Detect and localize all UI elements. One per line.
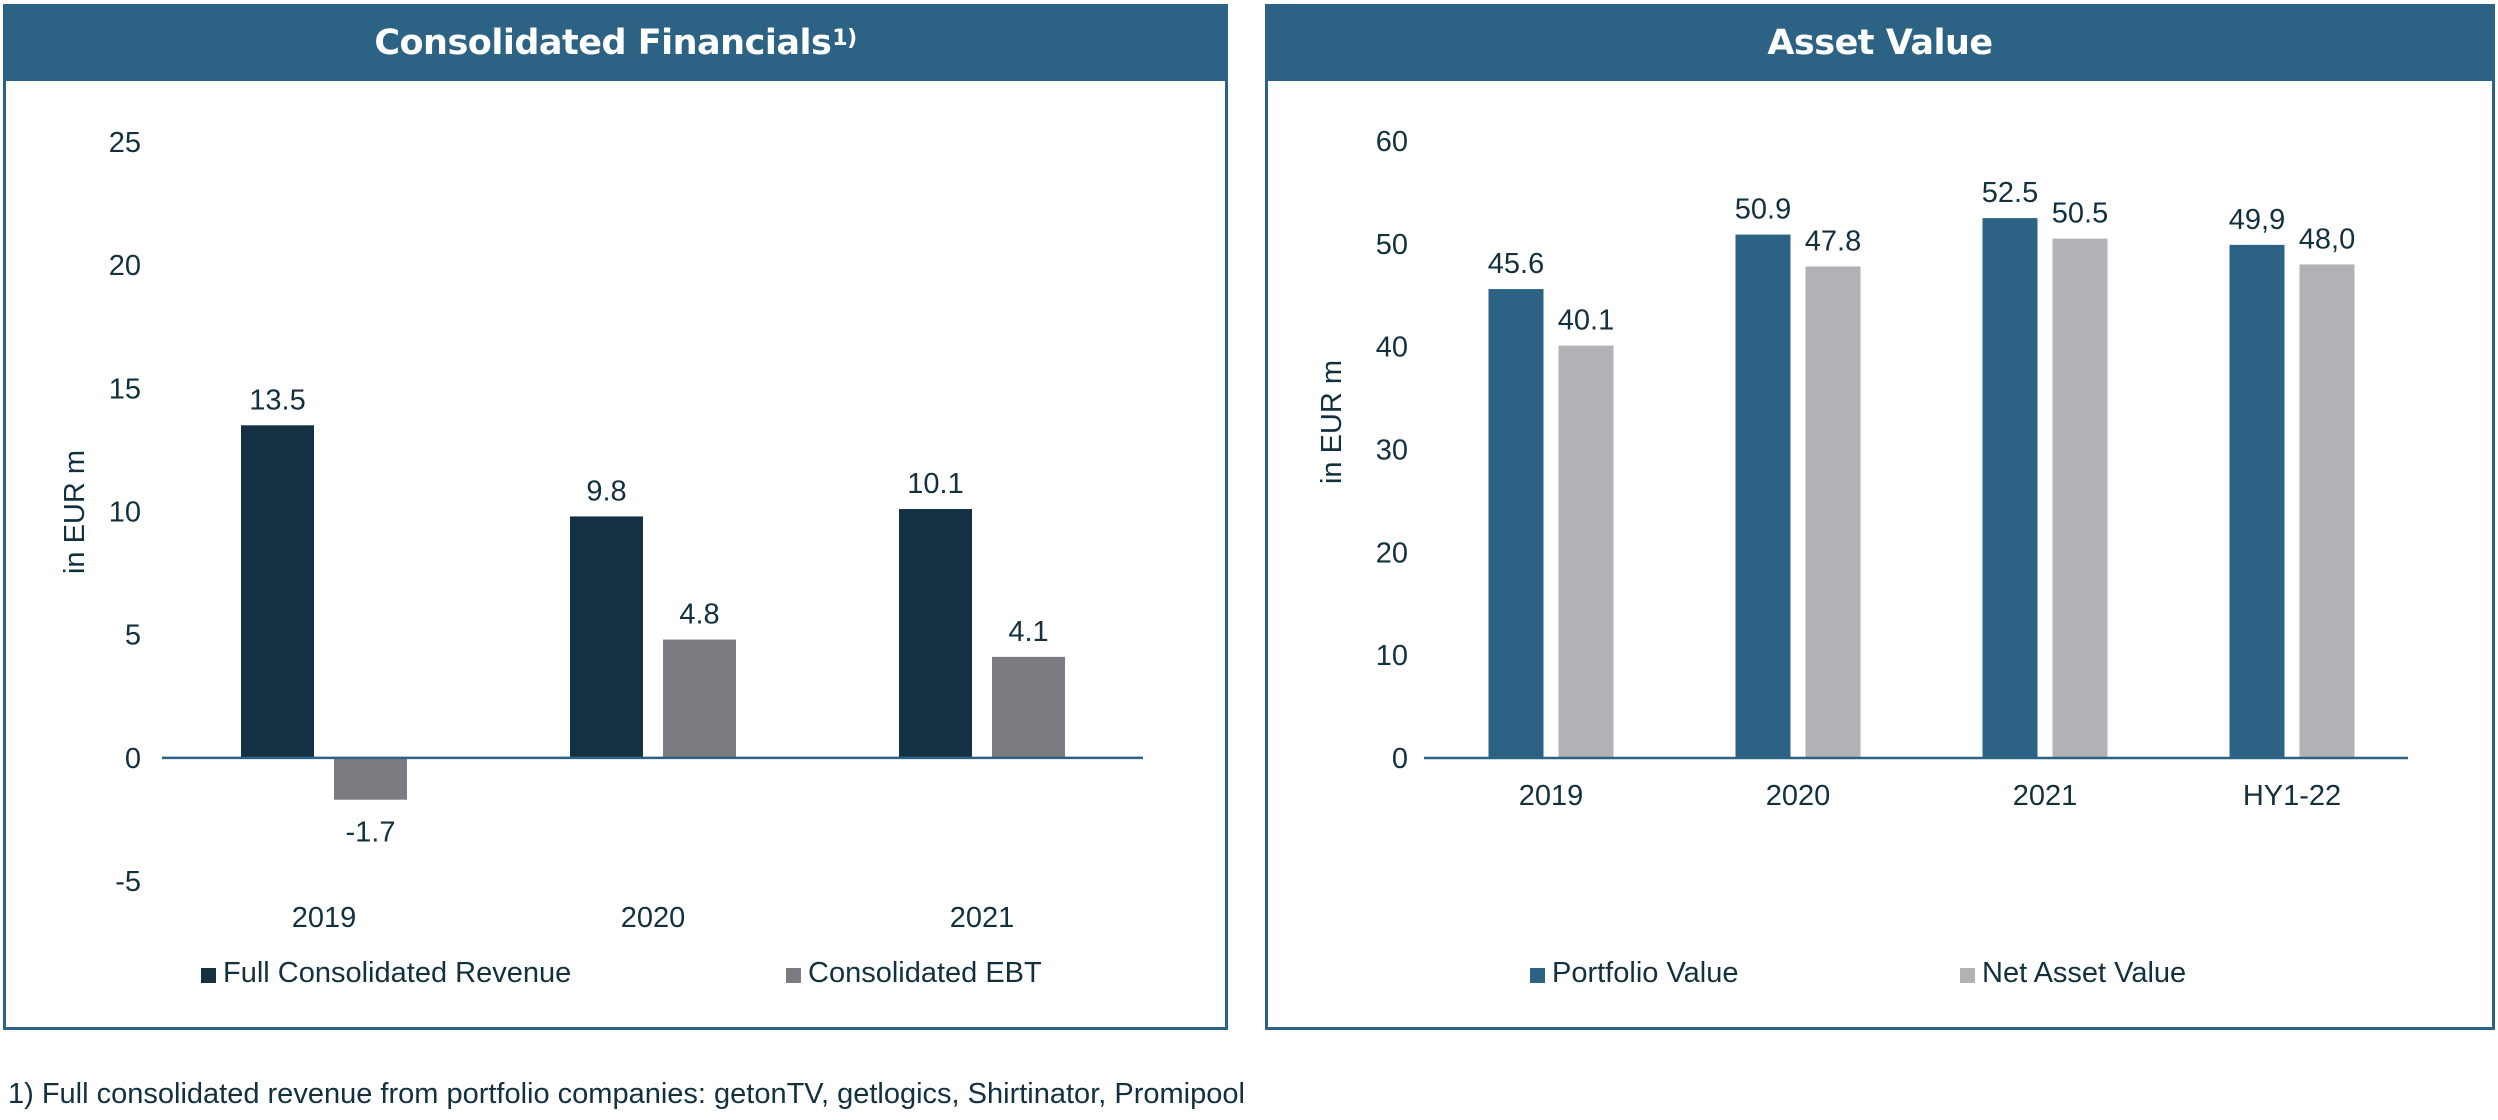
y-tick-label: 15 (109, 373, 141, 405)
bar-net-asset-value (1805, 266, 1861, 758)
y-axis-label: in EUR m (59, 450, 91, 574)
asset-value-chart: 60 50 40 30 20 10 0 in EUR m 45.6 40.1 2019 50.9 47.… (1316, 126, 2408, 989)
bar-portfolio-value (2229, 244, 2285, 758)
y-tick-label: 60 (1376, 126, 1408, 158)
footnote: 1) Full consolidated revenue from portfo… (8, 1078, 1245, 1110)
data-label: 50.9 (1735, 194, 1791, 226)
legend-swatch (1530, 968, 1545, 983)
x-tick-label: 2021 (2013, 780, 2078, 812)
legend-label: Consolidated EBT (808, 957, 1042, 989)
y-axis-label: in EUR m (1316, 360, 1348, 484)
panel-title-consolidated-financials: Consolidated Financials 1) (3, 4, 1228, 81)
bar-portfolio-value (1735, 234, 1791, 758)
panel-title-text: Consolidated Financials (374, 22, 832, 63)
x-tick-label: 2021 (950, 902, 1015, 934)
data-label: -1.7 (346, 817, 396, 849)
bar-full-consolidated-revenue (570, 516, 643, 758)
y-tick-label: 0 (125, 743, 141, 775)
y-tick-label: 10 (109, 497, 141, 529)
data-label: 48,0 (2299, 223, 2355, 255)
y-tick-label: 0 (1392, 743, 1408, 775)
y-tick-label: 25 (109, 127, 141, 159)
data-label: 40.1 (1558, 305, 1614, 337)
consolidated-financials-panel: Consolidated Financials 1) 25 20 15 10 5 0 -5 in… (3, 4, 1228, 1030)
data-label: 4.8 (679, 599, 719, 631)
bar-consolidated-ebt (992, 656, 1065, 758)
data-label: 13.5 (249, 384, 305, 416)
data-label: 47.8 (1805, 225, 1861, 257)
legend-swatch (201, 968, 216, 983)
panel-title-asset-value: Asset Value (1265, 4, 2495, 81)
y-tick-label: 20 (1376, 537, 1408, 569)
y-tick-label: 40 (1376, 332, 1408, 364)
asset-value-panel: Asset Value 60 50 40 30 20 10 0 in EUR m 45.6 40.… (1265, 4, 2495, 1030)
y-tick-label: 20 (109, 250, 141, 282)
bar-net-asset-value (2052, 238, 2108, 759)
x-tick-label: HY1-22 (2243, 780, 2341, 812)
bar-net-asset-value (2299, 264, 2355, 758)
bar-consolidated-ebt (663, 639, 736, 758)
y-tick-label: -5 (115, 866, 141, 898)
bar-net-asset-value (1558, 345, 1614, 758)
bar-portfolio-value (1982, 218, 2038, 758)
bar-consolidated-ebt (334, 757, 407, 800)
consolidated-financials-chart: 25 20 15 10 5 0 -5 in EUR m 13.5 -1.7 2019 9.8 4.8 20… (59, 127, 1143, 989)
y-tick-label: 30 (1376, 435, 1408, 467)
x-tick-label: 2020 (621, 902, 686, 934)
bar-full-consolidated-revenue (241, 425, 314, 758)
data-label: 50.5 (2052, 198, 2108, 230)
legend-label: Net Asset Value (1982, 957, 2186, 989)
legend-label: Full Consolidated Revenue (223, 957, 571, 989)
bar-portfolio-value (1488, 289, 1544, 758)
x-tick-label: 2019 (1519, 780, 1584, 812)
data-label: 49,9 (2229, 204, 2285, 236)
footnote-marker: 1) (832, 26, 857, 51)
data-label: 52.5 (1982, 177, 2038, 209)
x-tick-label: 2020 (1766, 780, 1831, 812)
data-label: 9.8 (586, 475, 626, 507)
data-label: 45.6 (1488, 248, 1544, 280)
y-tick-label: 50 (1376, 229, 1408, 261)
data-label: 4.1 (1008, 616, 1048, 648)
y-tick-label: 10 (1376, 640, 1408, 672)
panel-title-text: Asset Value (1767, 22, 1993, 63)
y-tick-label: 5 (125, 620, 141, 652)
legend-label: Portfolio Value (1552, 957, 1738, 989)
legend-swatch (1960, 968, 1975, 983)
x-tick-label: 2019 (292, 902, 357, 934)
legend-swatch (786, 968, 801, 983)
data-label: 10.1 (907, 468, 963, 500)
bar-full-consolidated-revenue (899, 509, 972, 758)
